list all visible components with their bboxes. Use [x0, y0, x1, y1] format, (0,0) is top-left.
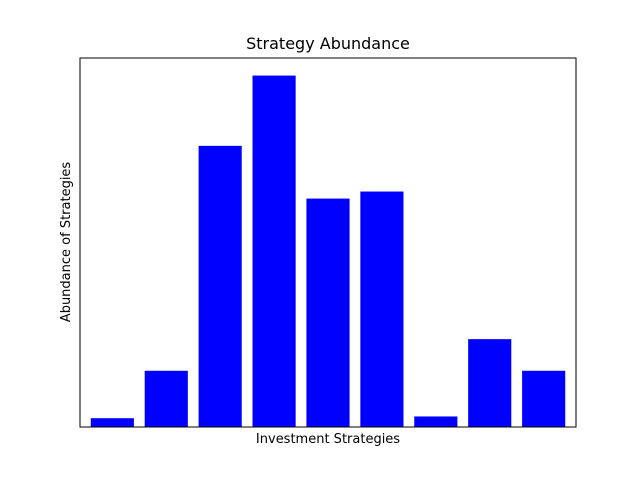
plot-frame — [79, 57, 577, 428]
bar-9 — [522, 370, 566, 427]
bar-8 — [468, 339, 512, 427]
bar-3 — [198, 145, 242, 428]
bar-6 — [360, 191, 404, 427]
bar-7 — [414, 416, 458, 427]
x-axis-label: Investment Strategies — [256, 432, 400, 447]
y-axis-label: Abundance of Strategies — [59, 162, 74, 323]
bar-1 — [90, 418, 134, 427]
bars-group — [90, 75, 566, 428]
chart-title: Strategy Abundance — [246, 34, 410, 53]
bar-5 — [306, 198, 350, 427]
bar-2 — [144, 370, 188, 427]
bar-4 — [252, 75, 296, 427]
